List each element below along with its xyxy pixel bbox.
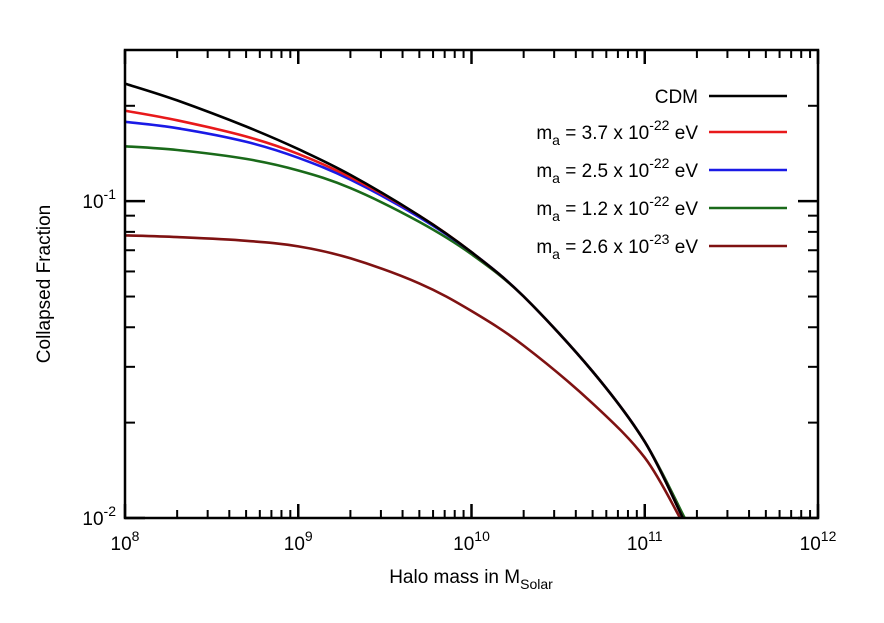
legend-label: ma = 3.7 x 10-22 eV [536, 117, 698, 148]
legend-item: ma = 3.7 x 10-22 eV [536, 117, 787, 148]
plot-frame [123, 48, 820, 520]
y-tick-label: 10-1 [82, 186, 116, 213]
tick-label-exponent: -2 [104, 503, 117, 519]
tick-label-exponent: -1 [104, 186, 117, 202]
tick-label-base: 10 [82, 509, 103, 530]
legend-label: ma = 2.5 x 10-22 eV [536, 155, 698, 186]
x-axis-label-subscript: Solar [520, 576, 553, 592]
legend: CDM ma = 3.7 x 10-22 eV ma = 2.5 x 10-22 e… [536, 87, 787, 262]
legend-item: ma = 1.2 x 10-22 eV [536, 193, 787, 224]
legend-item: CDM [655, 87, 787, 108]
tick-label-exponent: 8 [132, 528, 140, 544]
tick-label-base: 10 [453, 534, 474, 555]
tick-label-exponent: 11 [648, 528, 663, 544]
legend-label: CDM [655, 87, 698, 108]
y-tick-label: 10-2 [82, 503, 116, 530]
tick-label-base: 10 [284, 534, 305, 555]
legend-item: ma = 2.6 x 10-23 eV [536, 231, 787, 262]
series-line-cdm [125, 82, 685, 518]
y-axis-label: Collapsed Fraction [34, 205, 55, 363]
legend-label: ma = 2.6 x 10-23 eV [536, 231, 698, 262]
x-tick-labels: 108 109 1010 1011 1012 [111, 528, 837, 555]
plot-curves [125, 82, 686, 518]
tick-label-base: 10 [111, 534, 132, 555]
x-tick-label: 1012 [800, 528, 837, 555]
x-tick-label: 109 [284, 528, 313, 555]
tick-label-base: 10 [82, 192, 103, 213]
tick-label-base: 10 [800, 534, 821, 555]
x-tick-label: 1010 [453, 528, 490, 555]
y-tick-labels: 10-210-1 [82, 186, 116, 530]
series-line-m-2610-23 [125, 234, 682, 518]
tick-label-exponent: 12 [821, 528, 837, 544]
legend-label: ma = 1.2 x 10-22 eV [536, 193, 698, 224]
legend-item: ma = 2.5 x 10-22 eV [536, 155, 787, 186]
x-tick-label: 108 [111, 528, 140, 555]
x-axis-label: Halo mass in MSolar [389, 567, 553, 592]
x-tick-label: 1011 [627, 528, 663, 555]
tick-label-exponent: 10 [474, 528, 490, 544]
tick-label-exponent: 9 [305, 528, 313, 544]
x-axis-label-main: Halo mass in M [389, 567, 520, 588]
tick-label-base: 10 [627, 534, 648, 555]
